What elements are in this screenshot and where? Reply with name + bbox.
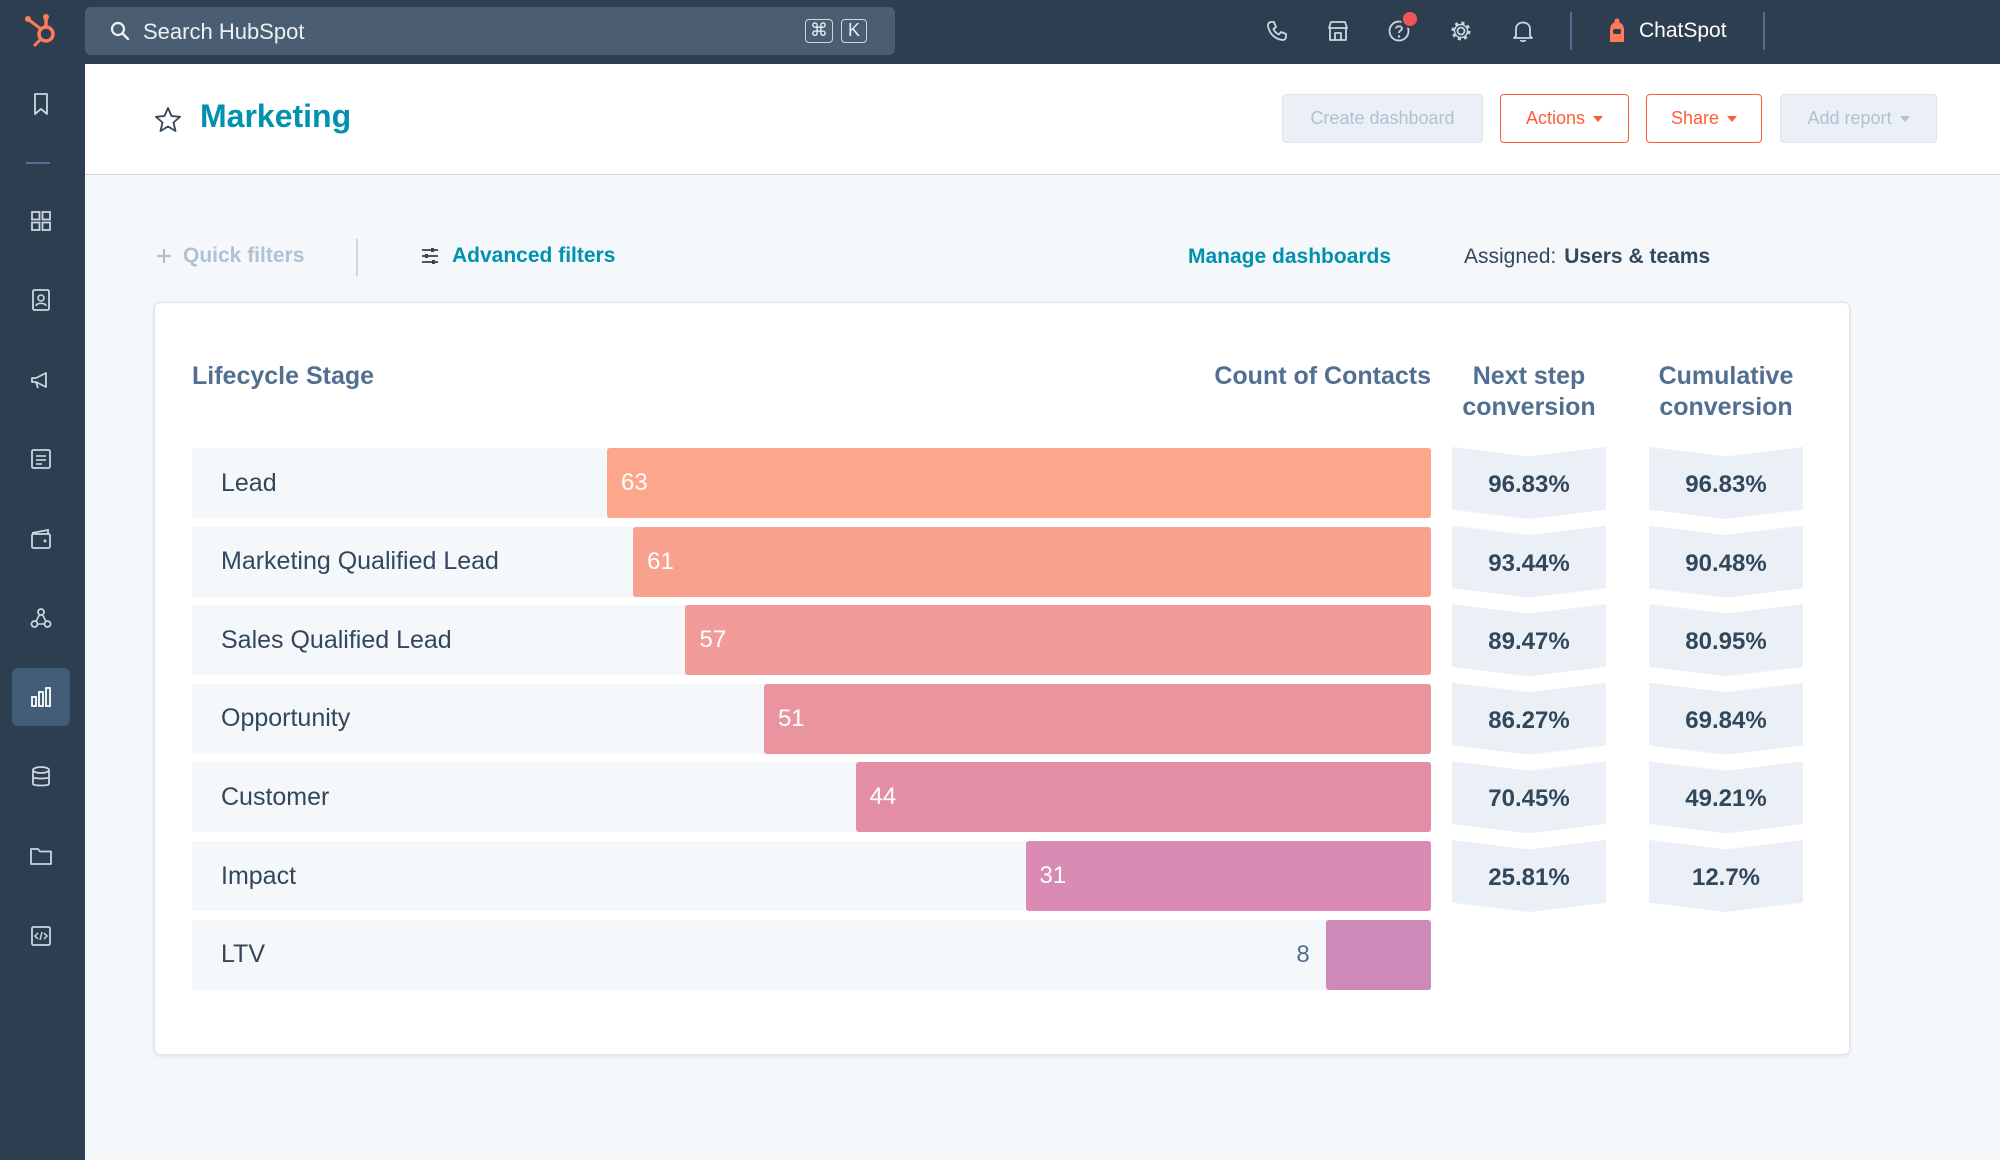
funnel-report-card: Lifecycle Stage Count of Contacts Next s… [154, 302, 1850, 1055]
cumulative-header-line2: conversion [1659, 393, 1793, 421]
chatspot-label: ChatSpot [1639, 19, 1727, 42]
quick-filters-label: Quick filters [183, 244, 305, 267]
manage-dashboards-link[interactable]: Manage dashboards [1188, 245, 1392, 268]
notification-dot [1401, 10, 1419, 28]
advanced-filters-label: Advanced filters [452, 244, 616, 267]
cumulative-header-line1: Cumulative [1658, 362, 1794, 390]
marketing-megaphone-icon[interactable] [12, 351, 70, 409]
stage-label: Sales Qualified Lead [221, 625, 452, 654]
bookmarks-icon[interactable] [12, 75, 70, 133]
count-of-contacts-header: Count of Contacts [1214, 362, 1431, 390]
development-code-icon[interactable] [12, 907, 70, 965]
funnel-bar[interactable] [763, 683, 1431, 754]
funnel-bar[interactable] [855, 762, 1431, 833]
assigned-value: Users & teams [1564, 245, 1711, 268]
funnel-bar[interactable] [1025, 841, 1431, 911]
advanced-filters-button[interactable]: Advanced filters [420, 244, 615, 268]
caret-down-icon [1593, 115, 1604, 122]
cumulative-conversion-value: 80.95% [1649, 604, 1803, 677]
bar-value-label: 51 [777, 704, 805, 732]
actions-button[interactable]: Actions [1500, 94, 1629, 143]
stage-label: LTV [221, 940, 265, 969]
next-step-conversion-value: 96.83% [1452, 447, 1606, 519]
caret-down-icon [1727, 115, 1738, 122]
plus-icon [157, 249, 171, 263]
shortcut-command-key: ⌘ [805, 19, 833, 43]
cumulative-conversion-header: Cumulative conversion [1649, 361, 1803, 423]
next-step-header-line2: conversion [1462, 393, 1596, 421]
next-step-conversion-value: 93.44% [1452, 525, 1606, 598]
add-report-button[interactable]: Add report [1780, 94, 1937, 143]
stage-label: Impact [221, 861, 297, 890]
next-step-header-line1: Next step [1472, 362, 1586, 390]
caret-down-icon [1899, 115, 1910, 122]
filter-sliders-icon [422, 248, 438, 264]
next-step-conversion-value: 89.47% [1452, 604, 1606, 677]
filter-divider [356, 239, 358, 276]
funnel-bar[interactable] [633, 526, 1431, 597]
bar-value-label: 8 [1296, 940, 1310, 968]
contacts-icon[interactable] [12, 271, 70, 329]
chatspot-button[interactable]: ChatSpot [1605, 16, 1727, 46]
actions-label: Actions [1525, 108, 1586, 128]
funnel-row[interactable] [192, 919, 1431, 990]
stage-label: Lead [221, 468, 277, 497]
shortcut-k-key: K [841, 19, 867, 43]
share-button[interactable]: Share [1646, 94, 1762, 143]
notifications-bell-icon[interactable] [1506, 14, 1540, 48]
help-icon[interactable] [1382, 14, 1416, 48]
reporting-bar-chart-icon[interactable] [12, 668, 70, 726]
cumulative-conversion-value: 90.48% [1649, 525, 1803, 598]
settings-gear-icon[interactable] [1444, 14, 1478, 48]
library-folder-icon[interactable] [12, 827, 70, 885]
favorite-star-icon[interactable] [153, 105, 183, 135]
cumulative-conversion-value: 96.83% [1649, 447, 1803, 519]
funnel-bar[interactable] [685, 605, 1431, 676]
workspaces-grid-icon[interactable] [12, 192, 70, 250]
create-dashboard-button[interactable]: Create dashboard [1282, 94, 1483, 143]
sidebar [0, 64, 85, 1160]
search-input[interactable]: Search HubSpot ⌘ K [85, 7, 895, 55]
search-placeholder: Search HubSpot [143, 19, 305, 44]
lifecycle-stage-header: Lifecycle Stage [192, 362, 375, 390]
bar-value-label: 31 [1039, 862, 1067, 889]
bar-value-label: 57 [699, 626, 727, 654]
content-icon[interactable] [12, 430, 70, 488]
assigned-label: Assigned: [1464, 245, 1557, 268]
marketplace-icon[interactable] [1321, 14, 1355, 48]
funnel-bar[interactable] [1326, 919, 1431, 990]
hubspot-logo-icon[interactable] [20, 10, 60, 50]
sidebar-divider [26, 162, 50, 164]
topbar-divider [1763, 12, 1765, 50]
bar-value-label: 44 [869, 783, 897, 811]
topbar-divider [1570, 12, 1572, 50]
next-step-conversion-header: Next step conversion [1452, 361, 1606, 423]
share-label: Share [1670, 108, 1720, 128]
next-step-conversion-value: 25.81% [1452, 840, 1606, 912]
chatspot-icon [1610, 18, 1624, 42]
calling-icon[interactable] [1260, 14, 1294, 48]
bar-value-label: 61 [647, 547, 674, 575]
next-step-conversion-value: 86.27% [1452, 682, 1606, 755]
cumulative-conversion-value: 49.21% [1649, 761, 1803, 834]
dashboard-header: Marketing Create dashboard Actions Share… [85, 64, 2000, 175]
stage-label: Marketing Qualified Lead [221, 547, 499, 576]
stage-label: Opportunity [221, 704, 351, 733]
data-management-icon[interactable] [12, 748, 70, 806]
bar-value-label: 63 [621, 469, 648, 496]
assigned-users-teams[interactable]: Assigned: Users & teams [1464, 245, 1710, 269]
page-title: Marketing [200, 98, 352, 134]
top-navigation-bar: Search HubSpot ⌘ K ChatSpot [0, 0, 2000, 64]
funnel-bar[interactable] [607, 448, 1431, 518]
add-report-label: Add report [1807, 108, 1892, 128]
quick-filters-button[interactable]: Quick filters [155, 244, 304, 268]
next-step-conversion-value: 70.45% [1452, 761, 1606, 834]
create-dashboard-label: Create dashboard [1310, 108, 1455, 128]
automation-icon[interactable] [12, 589, 70, 647]
stage-label: Customer [221, 782, 330, 811]
cumulative-conversion-value: 69.84% [1649, 682, 1803, 755]
commerce-wallet-icon[interactable] [12, 510, 70, 568]
cumulative-conversion-value: 12.7% [1649, 840, 1803, 912]
search-icon [110, 21, 130, 41]
